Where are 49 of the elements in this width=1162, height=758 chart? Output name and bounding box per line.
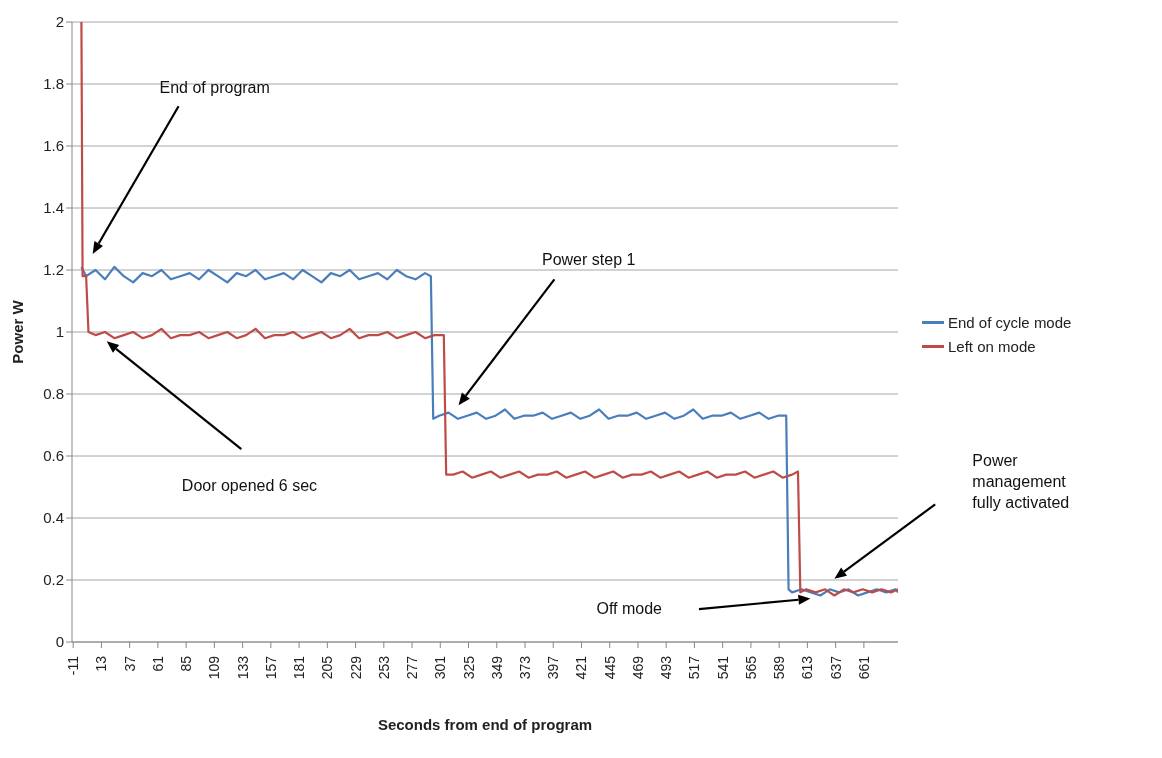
- x-tick-label: 637: [827, 655, 844, 680]
- x-tick-label: 445: [601, 655, 618, 680]
- x-tick-label: 565: [742, 655, 759, 680]
- x-tick-label: 13: [93, 655, 110, 672]
- annotation: Door opened 6 sec: [181, 476, 318, 494]
- x-tick-label: 421: [573, 655, 590, 680]
- x-tick-label: 493: [658, 655, 675, 680]
- y-tick-label: 0: [55, 633, 64, 651]
- x-tick-label: 157: [262, 655, 279, 680]
- annotation: End of program: [159, 78, 270, 96]
- y-axis-title: Power W: [9, 299, 27, 364]
- x-tick-label: 277: [404, 655, 421, 680]
- x-tick-label: 181: [291, 655, 308, 680]
- x-tick-label: 613: [799, 655, 816, 680]
- x-tick-label: 469: [629, 655, 646, 680]
- x-tick-label: 325: [460, 655, 477, 680]
- x-tick-label: 229: [347, 655, 364, 680]
- y-tick-label: 0.4: [43, 509, 64, 527]
- annotation: Power step 1: [541, 250, 636, 268]
- annotation: Off mode: [596, 599, 663, 617]
- x-tick-label: 541: [714, 655, 731, 680]
- y-tick-label: 1.6: [43, 137, 64, 155]
- x-tick-label: 133: [234, 655, 251, 680]
- x-tick-label: 301: [432, 655, 449, 680]
- x-tick-label: 589: [771, 655, 788, 680]
- y-tick-label: 2: [55, 13, 64, 31]
- y-tick-label: 0.6: [43, 447, 64, 465]
- legend-label: Left on mode: [948, 337, 1036, 355]
- x-tick-label: 61: [149, 655, 166, 672]
- x-tick-label: 661: [855, 655, 872, 680]
- x-tick-label: 37: [121, 655, 138, 672]
- x-tick-label: -11: [65, 655, 82, 676]
- legend-label: End of cycle mode: [948, 313, 1072, 331]
- text: Power management fully activated: [972, 451, 1070, 511]
- y-tick-label: 0.2: [43, 571, 64, 589]
- x-tick-label: 85: [178, 655, 195, 672]
- x-tick-label: 397: [545, 655, 562, 680]
- y-tick-label: 1: [55, 323, 64, 341]
- y-tick-label: 1.2: [43, 261, 64, 279]
- x-tick-label: 253: [375, 655, 392, 680]
- x-tick-label: 205: [319, 655, 336, 680]
- x-tick-label: 517: [686, 655, 703, 680]
- y-tick-label: 1.8: [43, 75, 64, 93]
- x-tick-label: 373: [517, 655, 534, 680]
- x-tick-label: 109: [206, 655, 223, 680]
- x-tick-label: 349: [488, 655, 505, 680]
- y-tick-label: 0.8: [43, 385, 64, 403]
- y-tick-label: 1.4: [43, 199, 64, 217]
- x-axis-title: Seconds from end of program: [377, 716, 593, 733]
